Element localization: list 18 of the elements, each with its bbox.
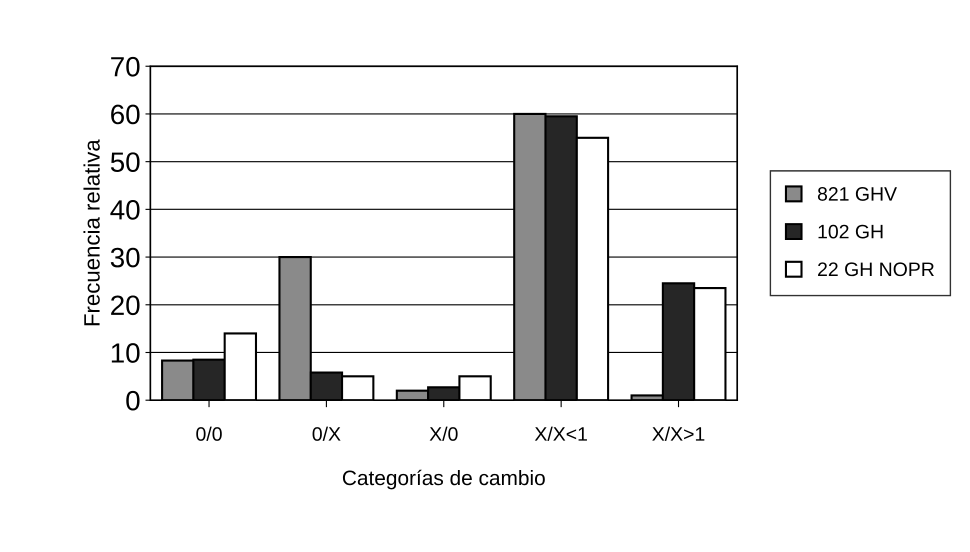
x-tick-label: X/0 <box>430 426 458 441</box>
y-tick-label: 10 <box>112 343 140 363</box>
legend-label: 102 GH <box>818 224 882 238</box>
x-tick-label: X/X>1 <box>652 426 704 441</box>
y-tick-label: 60 <box>111 104 140 124</box>
legend-label: 821 GHV <box>818 187 897 201</box>
legend-label: 22 GH NOPR <box>818 262 934 276</box>
y-tick-label: 0 <box>126 390 140 411</box>
x-tick-label: X/X<1 <box>534 426 587 441</box>
y-tick-label: 70 <box>111 56 140 77</box>
y-tick-label: 20 <box>111 295 140 316</box>
x-axis-title: Categorías de cambio <box>342 470 545 490</box>
y-tick-label: 40 <box>110 200 140 220</box>
y-tick-label: 50 <box>110 152 140 172</box>
y-tick-label: 30 <box>110 248 140 268</box>
x-tick-label: 0/X <box>312 426 341 441</box>
y-axis-title: Frecuencia relativa <box>83 139 100 326</box>
x-tick-label: 0/0 <box>196 426 222 441</box>
